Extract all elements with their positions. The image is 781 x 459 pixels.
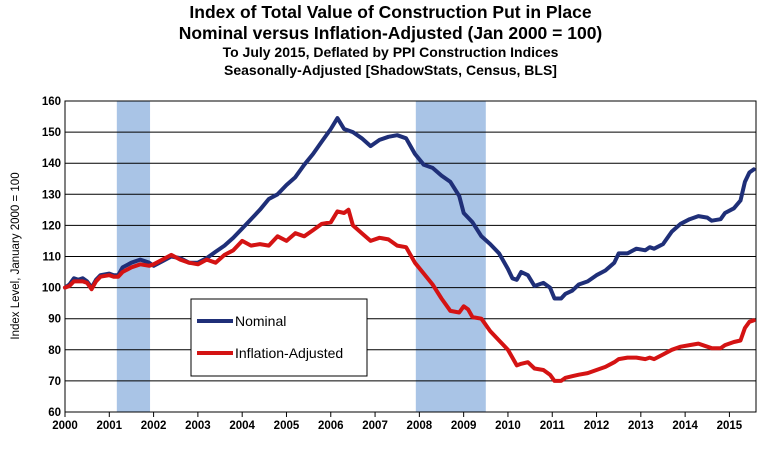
series-line-nominal xyxy=(63,116,756,301)
y-tick-label: 140 xyxy=(42,158,61,170)
x-tick-label: 2002 xyxy=(141,420,167,432)
legend-label-nominal: Nominal xyxy=(235,313,286,329)
y-tick-label: 120 xyxy=(42,220,61,232)
x-tick-label: 2010 xyxy=(495,420,521,432)
x-tick-label: 2009 xyxy=(451,420,477,432)
y-tick-label: 160 xyxy=(42,96,61,108)
y-tick-label: 130 xyxy=(42,189,61,201)
x-tick-label: 2012 xyxy=(584,420,610,432)
y-tick-label: 70 xyxy=(48,376,61,388)
x-tick-label: 2005 xyxy=(274,420,300,432)
x-tick-label: 2013 xyxy=(628,420,654,432)
x-tick-label: 2014 xyxy=(672,420,698,432)
legend-box xyxy=(190,298,368,377)
y-tick-label: 90 xyxy=(48,314,61,326)
chart-subtitle: Nominal versus Inflation-Adjusted (Jan 2… xyxy=(178,23,603,43)
plot-area-border xyxy=(64,100,757,413)
x-tick-labels: 2000 2001 2002 2003 2004 2005 2006 2007 2008 2009… xyxy=(52,412,743,432)
x-tick-label: 2015 xyxy=(717,420,743,432)
y-tick-labels: 60 70 80 90 100 110 120 130 140 150 160 xyxy=(42,96,61,419)
title-block: Index of Total Value of Construction Put… xyxy=(0,2,781,79)
chart-subtitle-3: Seasonally-Adjusted [ShadowStats, Census… xyxy=(224,62,557,78)
y-tick-label: 80 xyxy=(48,345,61,357)
x-tick-label: 2011 xyxy=(540,420,566,432)
x-tick-label: 2003 xyxy=(185,420,211,432)
x-tick-label: 2000 xyxy=(52,420,78,432)
y-tick-label: 150 xyxy=(42,127,61,139)
x-tick-label: 2004 xyxy=(229,420,255,432)
y-tick-label: 100 xyxy=(42,283,61,295)
x-tick-label: 2007 xyxy=(362,420,388,432)
x-tick-label: 2006 xyxy=(318,420,344,432)
series-lines xyxy=(63,116,756,383)
x-tick-label: 2001 xyxy=(96,420,122,432)
series-line-inflation-adjusted xyxy=(63,207,756,383)
y-tick-label: 60 xyxy=(48,407,61,419)
chart-title: Index of Total Value of Construction Put… xyxy=(189,2,592,22)
x-tick-label: 2008 xyxy=(407,420,433,432)
legend: Nominal Inflation-Adjusted xyxy=(190,298,368,377)
legend-label-inflation-adjusted: Inflation-Adjusted xyxy=(235,345,343,361)
chart-subtitle-2: To July 2015, Deflated by PPI Constructi… xyxy=(222,44,559,60)
y-axis-label: Index Level, January 2000 = 100 xyxy=(10,172,22,339)
y-tick-label: 110 xyxy=(42,252,61,264)
